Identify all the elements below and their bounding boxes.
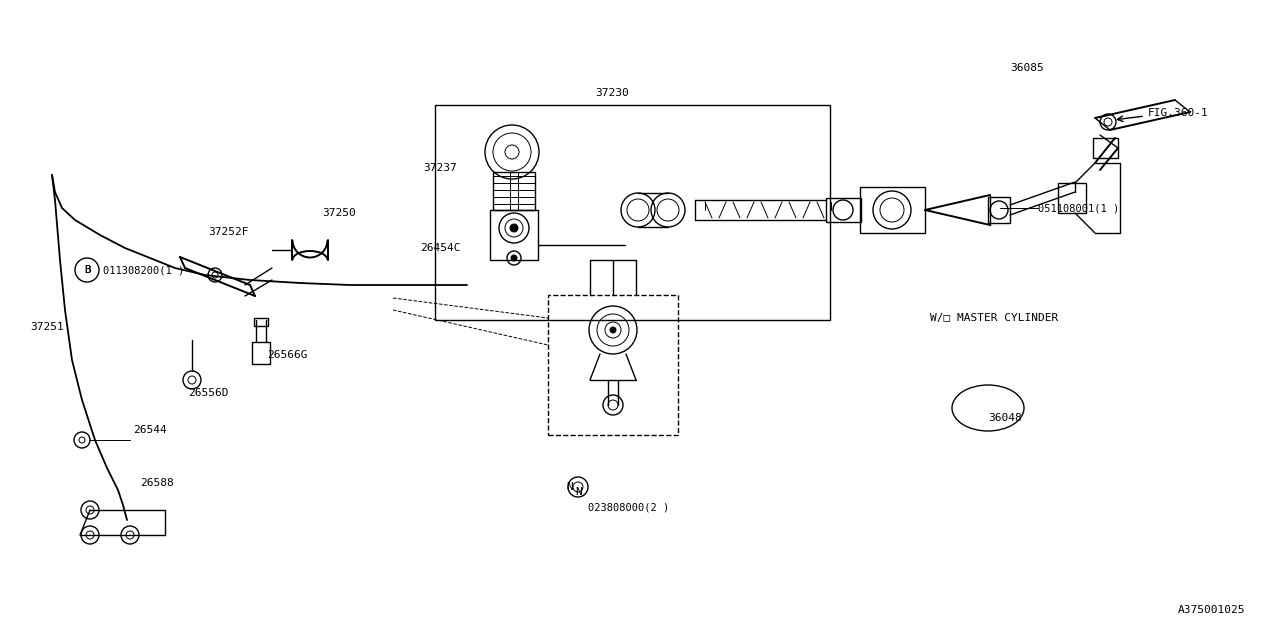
Bar xyxy=(826,198,861,222)
Circle shape xyxy=(611,327,616,333)
Text: 37230: 37230 xyxy=(595,88,628,98)
Bar xyxy=(490,210,538,260)
Bar xyxy=(860,187,925,233)
Bar xyxy=(253,318,268,326)
Text: 36085: 36085 xyxy=(1010,63,1043,73)
Text: 37237: 37237 xyxy=(424,163,457,173)
Text: 37251: 37251 xyxy=(29,322,64,332)
Bar xyxy=(252,342,270,364)
Text: 37250: 37250 xyxy=(323,208,356,218)
Text: N: N xyxy=(575,487,581,497)
Text: B: B xyxy=(84,265,90,275)
Text: W/□ MASTER CYLINDER: W/□ MASTER CYLINDER xyxy=(931,313,1059,323)
Text: B: B xyxy=(83,265,91,275)
Bar xyxy=(435,105,829,320)
Text: 26556D: 26556D xyxy=(188,388,229,398)
Circle shape xyxy=(511,255,517,261)
Text: 26566G: 26566G xyxy=(268,350,307,360)
Text: 26454C: 26454C xyxy=(421,243,461,253)
Text: 36048: 36048 xyxy=(988,413,1021,423)
Bar xyxy=(548,295,678,435)
Text: 26588: 26588 xyxy=(140,478,174,488)
Bar xyxy=(1093,138,1117,158)
Text: 051108001(1 ): 051108001(1 ) xyxy=(1038,203,1119,213)
Text: 37252F: 37252F xyxy=(209,227,248,237)
Ellipse shape xyxy=(952,385,1024,431)
Bar xyxy=(493,172,535,210)
Text: N: N xyxy=(567,482,573,492)
Text: 011308200(1 ): 011308200(1 ) xyxy=(102,265,184,275)
Bar xyxy=(1059,183,1085,213)
Text: 26544: 26544 xyxy=(133,425,166,435)
Bar xyxy=(988,197,1010,223)
Circle shape xyxy=(509,224,518,232)
Text: 023808000(2 ): 023808000(2 ) xyxy=(588,503,669,513)
Text: A375001025: A375001025 xyxy=(1178,605,1245,615)
Text: FIG.360-1: FIG.360-1 xyxy=(1148,108,1208,118)
